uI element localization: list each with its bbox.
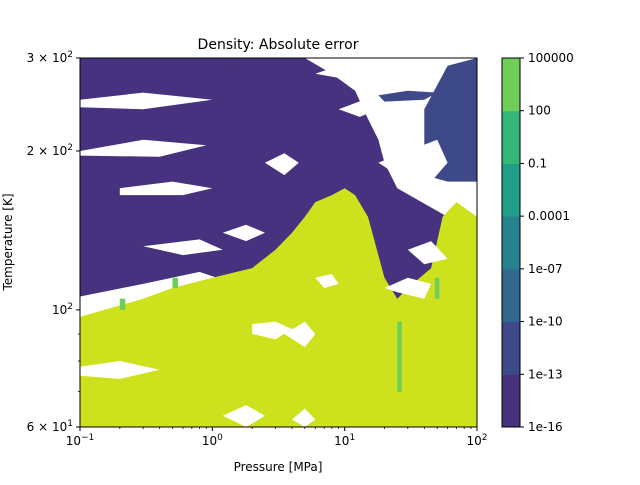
chart-title: Density: Absolute error bbox=[198, 37, 359, 53]
y-axis-label: Temperature [K] bbox=[1, 193, 15, 291]
colorbar-segment-1 bbox=[502, 321, 520, 375]
y-tick-label-0: 6 × 101 bbox=[27, 419, 73, 434]
contour-region-4-7 bbox=[407, 241, 448, 265]
contour-region-4-15 bbox=[315, 65, 356, 78]
x-axis-ticks: 10−1 100 101 102 bbox=[66, 427, 488, 448]
contour-region-4-9 bbox=[80, 92, 213, 110]
y-axis-ticks: 6 × 101 102 2 × 102 3 × 102 bbox=[27, 50, 80, 434]
contour-region-4-12 bbox=[222, 224, 265, 242]
x-tick-label-3: 102 bbox=[466, 433, 487, 448]
contour-region-3-2 bbox=[397, 321, 402, 392]
colorbar-label-4: 0.0001 bbox=[528, 209, 570, 223]
colorbar-label-1: 1e-13 bbox=[528, 367, 563, 381]
y-tick-label-1: 102 bbox=[52, 302, 73, 317]
colorbar-label-7: 100000 bbox=[528, 51, 574, 65]
x-axis-label: Pressure [MPa] bbox=[234, 460, 323, 474]
x-tick-label-2: 101 bbox=[334, 433, 355, 448]
contour-regions bbox=[80, 58, 477, 427]
colorbar-label-2: 1e-10 bbox=[528, 315, 563, 329]
contour-region-4-6 bbox=[384, 277, 432, 299]
contour-region-4-16 bbox=[265, 153, 299, 176]
contour-region-4-3 bbox=[284, 321, 316, 348]
x-tick-label-0: 10−1 bbox=[66, 433, 95, 448]
colorbar-label-6: 100 bbox=[528, 104, 551, 118]
y-tick-label-3: 3 × 102 bbox=[27, 50, 73, 65]
contour-region-4-4 bbox=[315, 273, 339, 288]
contour-region-4-14 bbox=[338, 99, 379, 117]
colorbar-segment-2 bbox=[502, 268, 520, 323]
contour-region-4-13 bbox=[143, 239, 223, 256]
contour-region-4-10 bbox=[80, 139, 207, 157]
colorbar-segment-4 bbox=[502, 163, 520, 217]
colorbar-segment-3 bbox=[502, 216, 520, 270]
contour-region-4-1 bbox=[222, 405, 265, 427]
contour-region-1-1 bbox=[378, 90, 438, 102]
colorbar-frame bbox=[501, 57, 521, 428]
contour-region-4-11 bbox=[119, 181, 213, 196]
plot-area bbox=[79, 57, 478, 428]
colorbar-label-3: 1e-07 bbox=[528, 262, 563, 276]
plot-frame bbox=[79, 57, 478, 428]
x-tick-label-1: 100 bbox=[202, 433, 223, 448]
contour-region-0-1 bbox=[80, 58, 316, 297]
colorbar-segment-6 bbox=[502, 58, 520, 112]
contour-region-4-0 bbox=[80, 361, 160, 379]
contour-region-3-3 bbox=[434, 277, 440, 299]
contour-region-4-8 bbox=[378, 139, 448, 182]
colorbar-segment-5 bbox=[502, 110, 520, 164]
y-tick-label-2: 2 × 102 bbox=[27, 143, 73, 158]
contour-region-4-2 bbox=[252, 321, 292, 340]
contour-region-3-1 bbox=[172, 277, 178, 288]
contour-region-4-5 bbox=[292, 408, 316, 427]
colorbar-label-5: 0.1 bbox=[528, 156, 547, 170]
contour-region-2-0 bbox=[80, 188, 477, 427]
contour-region-3-0 bbox=[119, 298, 126, 310]
colorbar-segment-0 bbox=[502, 374, 520, 428]
colorbar-label-0: 1e-16 bbox=[528, 420, 563, 434]
colorbar: 1e-16 1e-13 1e-10 1e-07 0.0001 0.1 100 100000 bbox=[501, 51, 574, 434]
